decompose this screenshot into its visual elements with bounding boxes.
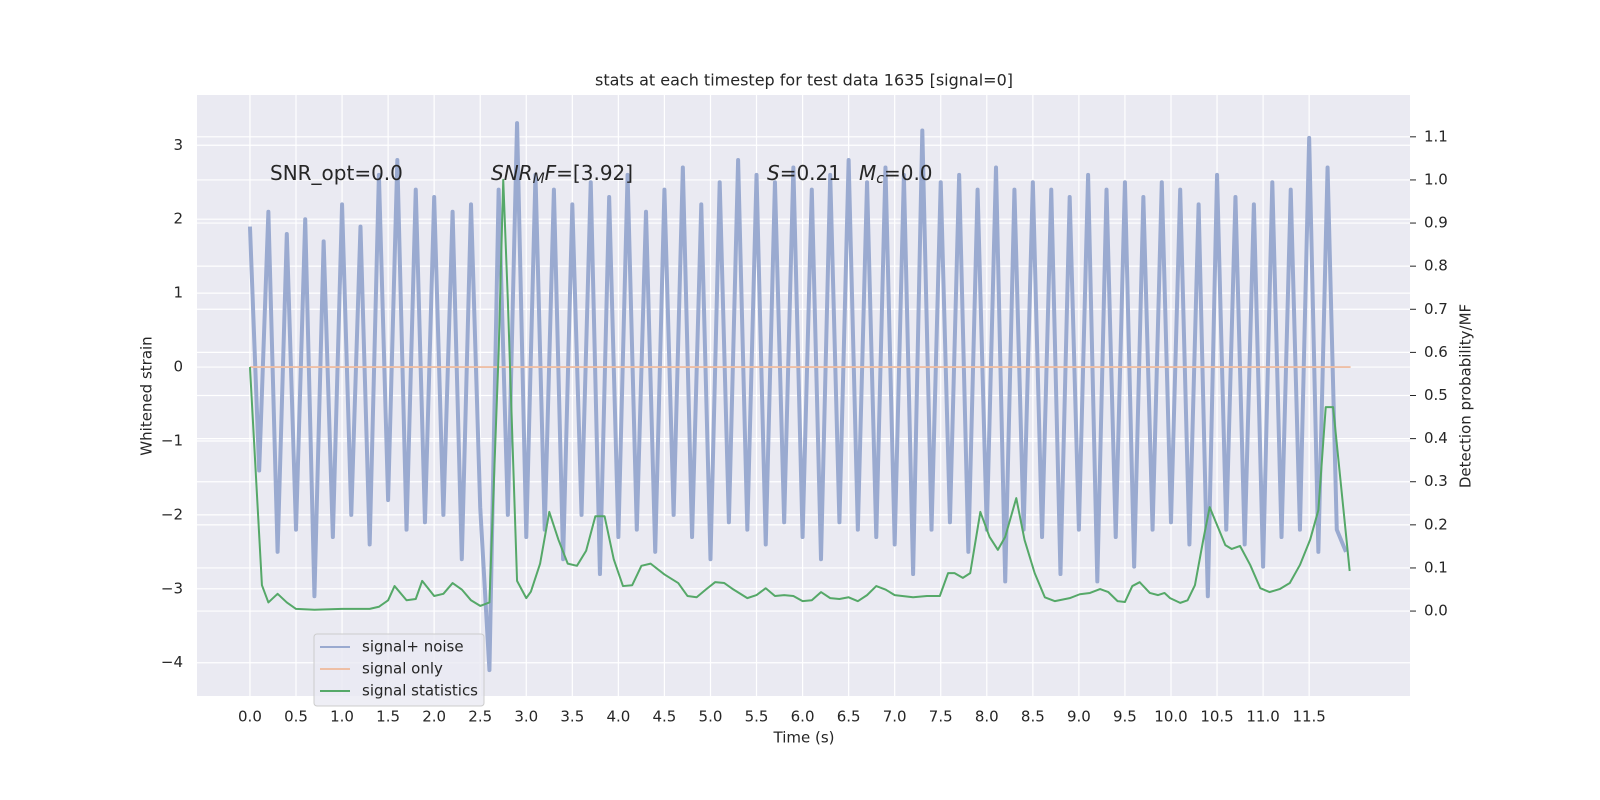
x-tick-label: 7.0 xyxy=(883,708,907,726)
x-tick-label: 2.5 xyxy=(468,708,492,726)
x-tick-label: 11.0 xyxy=(1246,708,1279,726)
y-tick-label: −4 xyxy=(161,653,183,671)
annotation-text: =0.0 xyxy=(884,161,933,185)
y2-tick-label: 1.1 xyxy=(1424,127,1448,145)
x-tick-label: 4.0 xyxy=(606,708,630,726)
x-tick-label: 4.5 xyxy=(652,708,676,726)
y-tick-label: −3 xyxy=(161,579,183,597)
annotation-text: =0.21 xyxy=(780,161,841,185)
x-tick-label: 10.5 xyxy=(1200,708,1233,726)
legend-label: signal+ noise xyxy=(362,638,464,656)
x-tick-label: 6.5 xyxy=(837,708,861,726)
y-tick-label: 0 xyxy=(173,358,183,376)
x-tick-label: 0.0 xyxy=(238,708,262,726)
x-tick-label: 6.0 xyxy=(791,708,815,726)
x-tick-label: 1.0 xyxy=(330,708,354,726)
y-axis-label: Whitened strain xyxy=(138,336,156,455)
annotation: SNR_opt=0.0 xyxy=(270,161,403,185)
x-tick-label: 5.5 xyxy=(745,708,769,726)
y2-tick-label: 0.1 xyxy=(1424,558,1448,576)
annotation-subscript: c xyxy=(876,171,884,187)
y2-tick-label: 0.0 xyxy=(1424,602,1448,620)
x-tick-label: 2.0 xyxy=(422,708,446,726)
x-tick-label: 0.5 xyxy=(284,708,308,726)
annotation-text: F xyxy=(545,161,557,185)
y-tick-label: −2 xyxy=(161,505,183,523)
x-tick-label: 7.5 xyxy=(929,708,953,726)
legend: signal+ noise signal only signal statistic… xyxy=(313,633,485,707)
y-tick-label: 1 xyxy=(173,284,183,302)
annotation-text: =[3.92] xyxy=(556,161,633,185)
y2-axis-label: Detection probability/MF xyxy=(1457,304,1475,488)
y2-tick-label: 0.7 xyxy=(1424,300,1448,318)
series-line xyxy=(248,178,1351,611)
x-tick-label: 3.0 xyxy=(514,708,538,726)
annotation-subscript: M xyxy=(533,171,545,187)
x-tick-label: 1.5 xyxy=(376,708,400,726)
x-axis-label: Time (s) xyxy=(773,729,835,747)
x-tick-label: 10.0 xyxy=(1154,708,1187,726)
legend-label: signal only xyxy=(362,660,443,678)
y2-tick-label: 1.0 xyxy=(1424,170,1448,188)
y-tick-label: 3 xyxy=(173,136,183,154)
annotation: SNRMF=[3.92] xyxy=(491,161,633,188)
y-tick-label: −1 xyxy=(161,431,183,449)
annotation-text: M xyxy=(859,161,876,185)
series-line xyxy=(247,121,1348,673)
annotation-text: SNR xyxy=(491,161,533,185)
x-tick-label: 5.0 xyxy=(699,708,723,726)
y2-tick-label: 0.8 xyxy=(1424,257,1448,275)
marks xyxy=(247,121,1351,673)
x-tick-label: 8.0 xyxy=(975,708,999,726)
y2-tick-label: 0.3 xyxy=(1424,472,1448,490)
y2-tick-label: 0.6 xyxy=(1424,343,1448,361)
legend-label: signal statistics xyxy=(362,682,478,700)
chart-title: stats at each timestep for test data 163… xyxy=(595,71,1013,90)
y-tick-label: 2 xyxy=(173,210,183,228)
y2-tick-label: 0.9 xyxy=(1424,214,1448,232)
x-tick-label: 11.5 xyxy=(1292,708,1325,726)
annotation: S=0.21 xyxy=(767,161,841,185)
legend-box xyxy=(313,633,485,707)
y2-tick-label: 0.4 xyxy=(1424,429,1448,447)
x-tick-label: 9.5 xyxy=(1113,708,1137,726)
annotation-text: SNR_opt=0.0 xyxy=(270,161,403,185)
annotation: Mc=0.0 xyxy=(859,161,933,188)
y2-tick-label: 0.2 xyxy=(1424,515,1448,533)
x-tick-label: 8.5 xyxy=(1021,708,1045,726)
x-tick-label: 3.5 xyxy=(560,708,584,726)
y2-tick-label: 0.5 xyxy=(1424,386,1448,404)
x-tick-label: 9.0 xyxy=(1067,708,1091,726)
annotation-text: S xyxy=(767,161,780,185)
